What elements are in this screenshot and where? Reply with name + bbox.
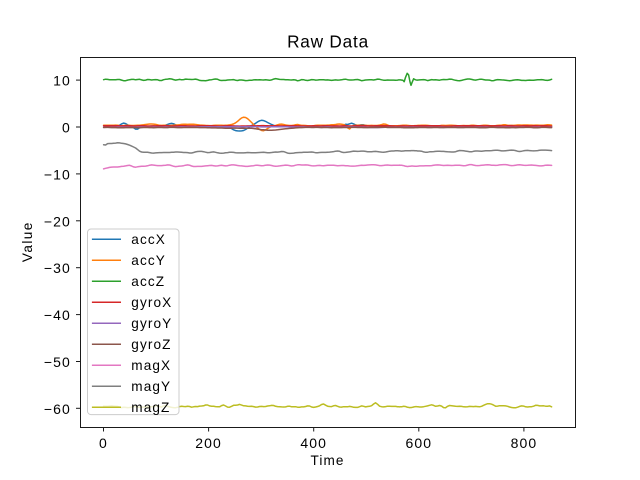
svg-text:−50: −50 xyxy=(44,354,71,370)
svg-text:gyroX: gyroX xyxy=(131,295,172,310)
svg-text:−30: −30 xyxy=(44,260,71,276)
svg-text:magZ: magZ xyxy=(131,400,170,415)
svg-text:accY: accY xyxy=(131,253,166,268)
svg-text:0: 0 xyxy=(99,435,108,451)
svg-text:600: 600 xyxy=(405,435,432,451)
svg-text:Time: Time xyxy=(310,453,344,468)
svg-text:Value: Value xyxy=(20,221,35,262)
svg-text:−40: −40 xyxy=(44,307,71,323)
svg-text:800: 800 xyxy=(511,435,538,451)
svg-text:0: 0 xyxy=(62,120,71,136)
svg-text:−10: −10 xyxy=(44,166,71,182)
svg-text:magX: magX xyxy=(131,358,171,373)
svg-text:400: 400 xyxy=(300,435,327,451)
svg-text:−20: −20 xyxy=(44,213,71,229)
svg-text:gyroZ: gyroZ xyxy=(131,337,171,352)
svg-text:Raw Data: Raw Data xyxy=(287,31,369,51)
svg-text:accX: accX xyxy=(131,232,166,247)
svg-text:−60: −60 xyxy=(44,401,71,417)
svg-text:gyroY: gyroY xyxy=(131,316,172,331)
svg-text:10: 10 xyxy=(53,73,71,89)
svg-text:200: 200 xyxy=(195,435,222,451)
svg-text:magY: magY xyxy=(131,379,171,394)
svg-text:accZ: accZ xyxy=(131,274,165,289)
